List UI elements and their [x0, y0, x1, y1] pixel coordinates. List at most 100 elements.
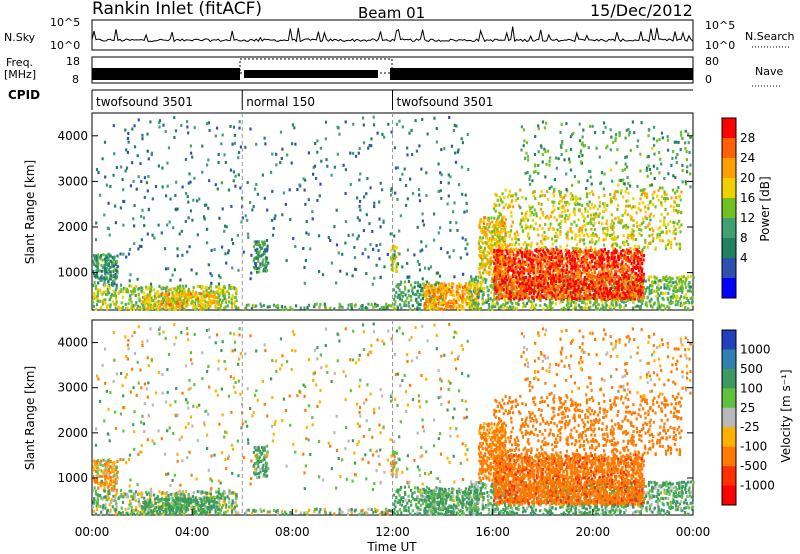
- data-cell: [266, 208, 269, 212]
- data-cell: [97, 281, 100, 285]
- data-cell: [266, 269, 269, 273]
- data-cell: [128, 279, 131, 283]
- data-cell: [537, 150, 540, 154]
- data-cell: [530, 283, 534, 287]
- data-cell: [560, 145, 563, 149]
- data-cell: [643, 187, 646, 191]
- data-cell: [281, 147, 284, 151]
- data-cell: [641, 283, 644, 287]
- data-cell: [652, 237, 655, 241]
- data-cell: [620, 249, 623, 253]
- data-cell: [470, 302, 473, 306]
- data-cell: [667, 277, 670, 281]
- data-cell: [630, 206, 633, 210]
- data-cell: [661, 296, 664, 300]
- data-cell: [529, 278, 533, 282]
- data-cell: [479, 256, 482, 260]
- data-cell: [625, 267, 628, 271]
- data-cell: [111, 264, 114, 268]
- data-cell: [622, 249, 625, 252]
- data-cell: [649, 241, 652, 245]
- data-cell: [541, 193, 544, 197]
- data-cell: [523, 294, 526, 298]
- data-cell: [429, 297, 432, 301]
- data-cell: [557, 206, 560, 210]
- data-cell: [134, 289, 137, 293]
- data-cell: [128, 284, 131, 288]
- data-cell: [166, 298, 169, 302]
- data-cell: [571, 297, 574, 301]
- data-cell: [560, 220, 563, 224]
- data-cell: [225, 261, 228, 265]
- data-cell: [581, 135, 584, 139]
- data-cell: [585, 261, 589, 265]
- data-cell: [627, 182, 630, 186]
- data-cell: [476, 279, 479, 283]
- data-cell: [207, 294, 210, 298]
- data-cell: [521, 251, 524, 255]
- data-cell: [259, 302, 262, 306]
- data-cell: [347, 303, 350, 307]
- data-cell: [429, 299, 432, 303]
- data-cell: [571, 257, 574, 261]
- data-cell: [511, 263, 514, 267]
- data-cell: [634, 284, 637, 288]
- data-cell: [562, 282, 565, 285]
- data-cell: [520, 218, 523, 222]
- data-cell: [554, 302, 557, 306]
- data-cell: [602, 121, 606, 125]
- data-cell: [577, 285, 580, 288]
- data-cell: [114, 275, 117, 279]
- data-cell: [581, 301, 584, 304]
- data-cell: [105, 270, 108, 274]
- data-cell: [474, 284, 477, 288]
- data-cell: [574, 289, 577, 293]
- data-cell: [577, 254, 580, 258]
- data-cell: [599, 277, 602, 281]
- data-cell: [620, 262, 624, 266]
- data-cell: [594, 247, 597, 251]
- data-cell: [585, 279, 588, 283]
- data-cell: [616, 291, 619, 294]
- data-cell: [591, 260, 594, 263]
- data-cell: [519, 293, 522, 297]
- data-cell: [656, 233, 659, 237]
- data-cell: [203, 203, 207, 207]
- data-cell: [481, 276, 484, 280]
- data-cell: [689, 296, 692, 300]
- data-cell: [496, 301, 499, 305]
- data-cell: [602, 283, 605, 287]
- data-cell: [219, 298, 222, 302]
- data-cell: [568, 297, 571, 301]
- data-cell: [613, 291, 616, 295]
- data-cell: [504, 254, 507, 258]
- data-cell: [579, 293, 582, 297]
- data-cell: [600, 171, 604, 175]
- data-cell: [147, 298, 150, 302]
- data-cell: [271, 218, 274, 222]
- data-cell: [525, 223, 528, 227]
- data-cell: [432, 296, 435, 300]
- data-cell: [94, 238, 98, 242]
- data-cell: [630, 236, 633, 240]
- data-cell: [509, 275, 512, 279]
- data-cell: [228, 283, 231, 287]
- data-cell: [230, 204, 233, 208]
- data-cell: [256, 247, 259, 251]
- data-cell: [397, 283, 400, 287]
- data-cell: [432, 295, 435, 298]
- data-cell: [374, 302, 377, 306]
- data-cell: [576, 197, 579, 201]
- data-cell: [602, 231, 605, 235]
- data-cell: [500, 272, 503, 276]
- data-cell: [120, 301, 123, 305]
- data-cell: [503, 296, 506, 300]
- data-cell: [506, 262, 509, 265]
- data-cell: [186, 125, 189, 129]
- data-cell: [255, 142, 258, 146]
- data-cell: [570, 236, 574, 240]
- data-cell: [479, 236, 482, 240]
- data-cell: [531, 179, 534, 183]
- data-cell: [539, 280, 542, 284]
- data-cell: [592, 234, 596, 238]
